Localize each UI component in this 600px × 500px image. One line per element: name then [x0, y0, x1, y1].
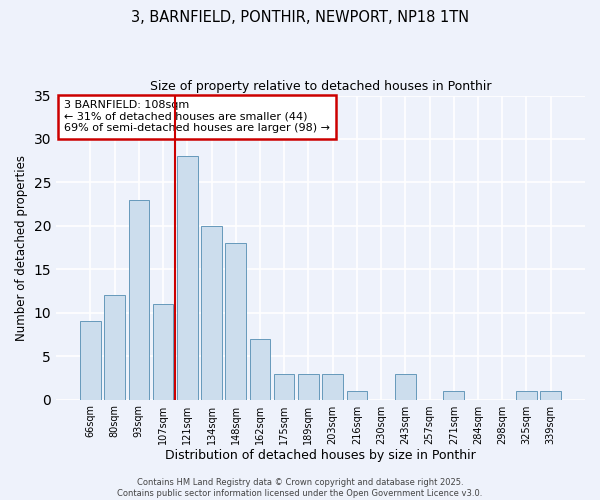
- Bar: [250, 339, 270, 400]
- Bar: [395, 374, 416, 400]
- Text: 3, BARNFIELD, PONTHIR, NEWPORT, NP18 1TN: 3, BARNFIELD, PONTHIR, NEWPORT, NP18 1TN: [131, 10, 469, 25]
- Bar: [128, 200, 149, 400]
- Text: 3 BARNFIELD: 108sqm
← 31% of detached houses are smaller (44)
69% of semi-detach: 3 BARNFIELD: 108sqm ← 31% of detached ho…: [64, 100, 330, 134]
- X-axis label: Distribution of detached houses by size in Ponthir: Distribution of detached houses by size …: [165, 450, 476, 462]
- Bar: [104, 296, 125, 400]
- Bar: [226, 243, 246, 400]
- Y-axis label: Number of detached properties: Number of detached properties: [15, 154, 28, 340]
- Bar: [153, 304, 173, 400]
- Bar: [298, 374, 319, 400]
- Text: Contains HM Land Registry data © Crown copyright and database right 2025.
Contai: Contains HM Land Registry data © Crown c…: [118, 478, 482, 498]
- Bar: [516, 391, 537, 400]
- Bar: [347, 391, 367, 400]
- Bar: [201, 226, 222, 400]
- Bar: [177, 156, 197, 400]
- Bar: [80, 322, 101, 400]
- Bar: [443, 391, 464, 400]
- Bar: [274, 374, 295, 400]
- Bar: [322, 374, 343, 400]
- Title: Size of property relative to detached houses in Ponthir: Size of property relative to detached ho…: [150, 80, 491, 93]
- Bar: [541, 391, 561, 400]
